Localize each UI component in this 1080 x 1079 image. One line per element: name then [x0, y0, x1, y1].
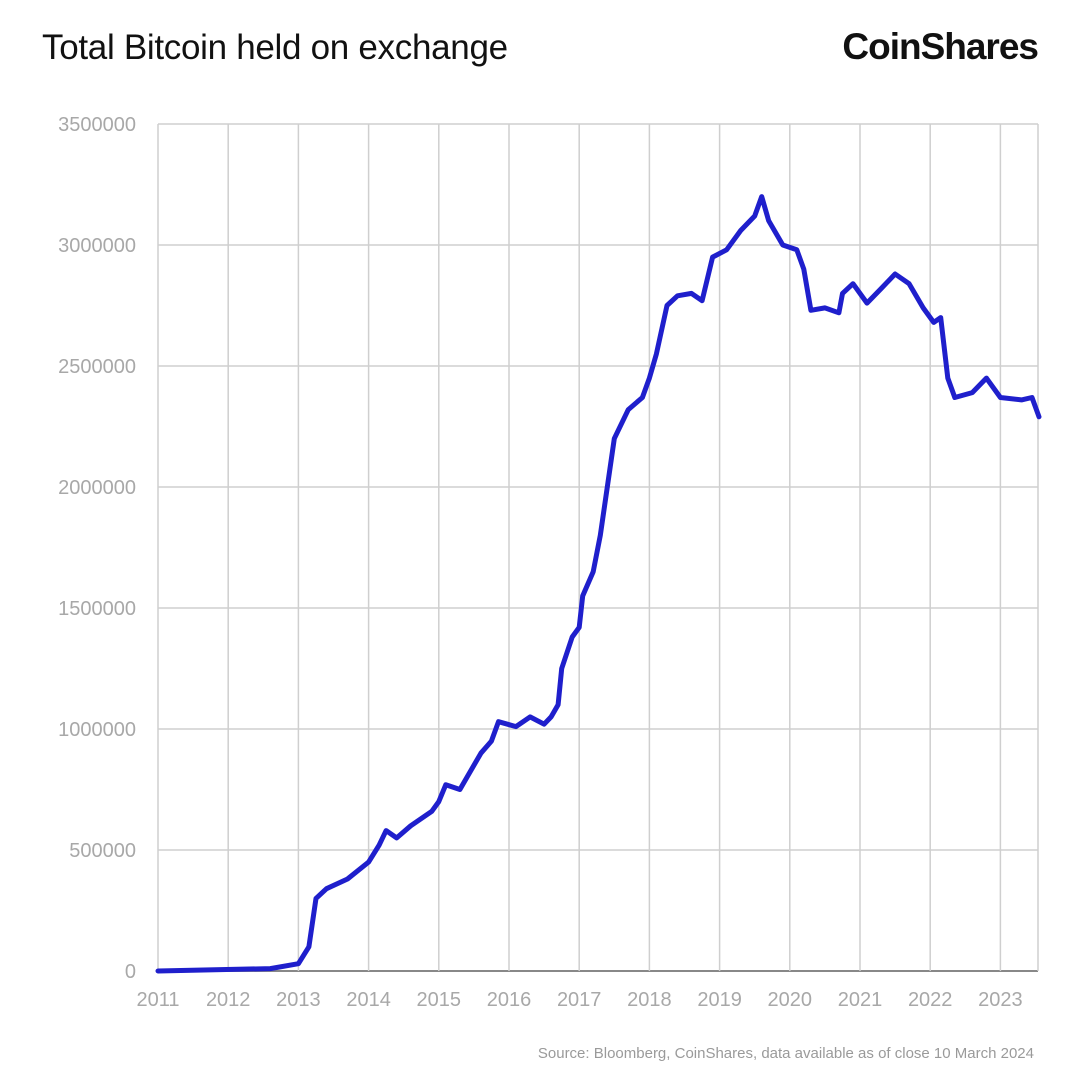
x-tick-label: 2018	[627, 989, 672, 1011]
x-tick-label: 2013	[276, 989, 321, 1011]
x-tick-label: 2011	[136, 989, 179, 1011]
y-tick-label: 3000000	[58, 235, 136, 257]
y-tick-label: 0	[125, 961, 136, 983]
x-tick-label: 2016	[487, 989, 532, 1011]
x-tick-label: 2021	[838, 989, 883, 1011]
series-line-bitcoin-on-exchange	[155, 194, 1042, 974]
x-tick-label: 2020	[768, 989, 813, 1011]
y-tick-label: 3500000	[58, 114, 136, 136]
x-tick-label: 2023	[978, 989, 1023, 1011]
x-tick-label: 2012	[206, 989, 251, 1011]
y-tick-label: 2000000	[58, 477, 136, 499]
y-tick-label: 1000000	[58, 719, 136, 741]
x-tick-label: 2019	[697, 989, 742, 1011]
chart-title: Total Bitcoin held on exchange	[42, 28, 508, 67]
x-tick-label: 2014	[346, 989, 391, 1011]
y-tick-label: 500000	[69, 840, 136, 862]
x-tick-label: 2017	[557, 989, 602, 1011]
y-tick-label: 2500000	[58, 356, 136, 378]
x-tick-label: 2022	[908, 989, 953, 1011]
y-tick-label: 1500000	[58, 598, 136, 620]
coinshares-logo: CoinShares	[842, 26, 1039, 67]
source-note: Source: Bloomberg, CoinShares, data avai…	[537, 1045, 1034, 1062]
x-tick-label: 2015	[417, 989, 462, 1011]
